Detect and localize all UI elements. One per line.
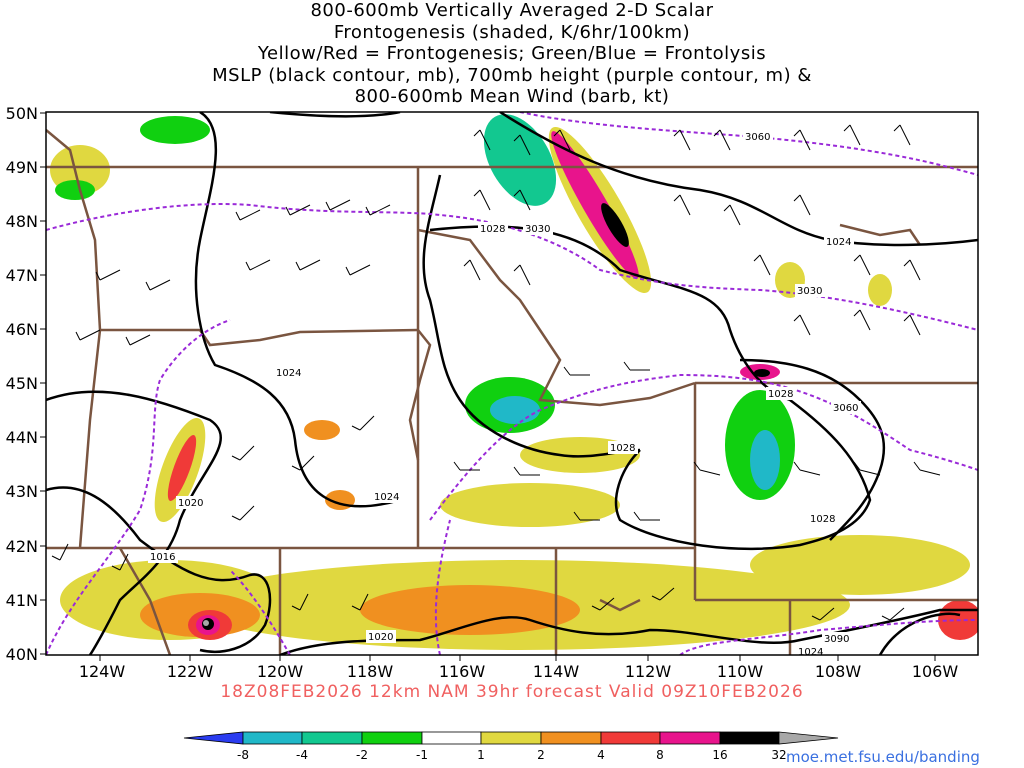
title-line-2: Frontogenesis (shaded, K/6hr/100km) — [333, 21, 691, 43]
title-line-5: 800-600mb Mean Wind (barb, kt) — [354, 86, 670, 107]
frontogenesis-sw-gray — [203, 620, 209, 626]
lon-label-114w: 114W — [533, 662, 580, 681]
height-label: 3030 — [797, 286, 822, 297]
lon-label-116w: 116W — [439, 662, 486, 681]
mslp-label: 1016 — [150, 552, 175, 563]
colorbar-swatch-1-1 — [421, 731, 482, 745]
frontogenesis-oregon-core — [167, 434, 197, 502]
frontolysis-coast — [55, 180, 95, 200]
frontogenesis-utah — [440, 483, 620, 527]
colorbar-swatch-1-2 — [480, 731, 542, 745]
lat-label-40n: 40N — [6, 645, 38, 664]
lon-axis — [99, 655, 936, 661]
lat-label-50n: 50N — [6, 104, 38, 123]
chart-title: 800-600mb Vertically Averaged 2-D Scalar… — [0, 0, 1024, 108]
colorbar-swatch-8-4 — [242, 731, 303, 745]
colorbar-label: -2 — [356, 748, 368, 762]
lat-label-47n: 47N — [6, 266, 38, 285]
colorbar-label: 16 — [712, 748, 727, 762]
frontogenesis-band-se — [750, 535, 970, 595]
lat-label-42n: 42N — [6, 537, 38, 556]
state-borders — [46, 129, 978, 655]
colorbar-label: 2 — [537, 748, 545, 762]
colorbar-swatch-4-2 — [301, 731, 363, 745]
lat-label-44n: 44N — [6, 428, 38, 447]
lat-label-41n: 41N — [6, 591, 38, 610]
frontogenesis-band-south-core — [360, 585, 580, 635]
frontolysis-wyoming-core — [490, 396, 540, 424]
frontogenesis-montana-max — [601, 203, 629, 247]
lat-label-48n: 48N — [6, 212, 38, 231]
height-label: 3060 — [745, 132, 770, 143]
height-label: 3060 — [833, 403, 858, 414]
frontogenesis-shading — [50, 114, 978, 650]
wind-barbs — [51, 124, 941, 621]
title-line-4: MSLP (black contour, mb), 700mb height (… — [212, 64, 812, 86]
colorbar-label: 4 — [597, 748, 605, 762]
colorbar-label: 32 — [771, 748, 786, 762]
colorbar-swatch-2-1 — [361, 731, 423, 745]
mslp-label: 1028 — [810, 514, 835, 525]
lon-label-110w: 110W — [717, 662, 764, 681]
contour-labels: 1028 1024 1024 1024 1020 1016 1020 1028 … — [148, 130, 861, 658]
mslp-label: 1024 — [374, 492, 399, 503]
colorbar — [183, 731, 839, 745]
mslp-label: 1020 — [368, 632, 393, 643]
frontolysis-montana-band — [483, 114, 557, 206]
mslp-label: 1024 — [276, 368, 301, 379]
lat-label-45n: 45N — [6, 374, 38, 393]
lon-label-106w: 106W — [912, 662, 959, 681]
mslp-label: 1028 — [480, 224, 505, 235]
colorbar-swatch-8-16 — [659, 731, 721, 745]
lat-label-49n: 49N — [6, 158, 38, 177]
lon-label-108w: 108W — [815, 662, 862, 681]
colorbar-swatch-16-32 — [719, 731, 780, 745]
lon-label-112w: 112W — [625, 662, 672, 681]
lon-label-122w: 122W — [167, 662, 214, 681]
colorbar-label: -1 — [416, 748, 428, 762]
colorbar-swatch-lt-8 — [183, 731, 244, 745]
lat-label-43n: 43N — [6, 482, 38, 501]
colorbar-swatch-2-4 — [540, 731, 602, 745]
height-label: 3090 — [824, 634, 849, 645]
title-line-3: Yellow/Red = Frontogenesis; Green/Blue =… — [257, 43, 767, 64]
colorbar-label: 8 — [656, 748, 664, 762]
mslp-label: 1024 — [798, 647, 823, 658]
source-credit: moe.met.fsu.edu/banding — [786, 748, 980, 766]
forecast-valid-line: 18Z08FEB2026 12km NAM 39hr forecast Vali… — [220, 682, 804, 702]
colorbar-label: -4 — [296, 748, 308, 762]
map-field: 1028 1024 1024 1024 1020 1016 1020 1028 … — [46, 112, 978, 658]
mslp-label: 1028 — [768, 389, 793, 400]
frontogenesis-montana-core — [551, 131, 639, 279]
lat-axis — [40, 112, 46, 655]
mslp-contours — [46, 112, 978, 655]
title-line-1: 800-600mb Vertically Averaged 2-D Scalar — [310, 0, 714, 21]
frontogenesis-dakota-east — [868, 274, 892, 306]
colorbar-label: 1 — [477, 748, 485, 762]
frontogenesis-dakota-max-core — [754, 369, 770, 377]
mslp-label: 1028 — [610, 443, 635, 454]
lon-label-118w: 118W — [347, 662, 394, 681]
colorbar-swatch-gt-32 — [778, 731, 839, 745]
height-label: 3030 — [525, 224, 550, 235]
colorbar-swatch-4-8 — [600, 731, 661, 745]
mslp-label: 1024 — [826, 237, 851, 248]
lon-label-120w: 120W — [257, 662, 304, 681]
frontolysis-washington — [140, 116, 210, 144]
lat-label-46n: 46N — [6, 320, 38, 339]
frontogenesis-idaho-2 — [304, 420, 340, 440]
lon-label-124w: 124W — [79, 662, 126, 681]
colorbar-label: -8 — [237, 748, 249, 762]
frontolysis-dakotas-core — [750, 430, 780, 490]
mslp-label: 1020 — [178, 498, 203, 509]
